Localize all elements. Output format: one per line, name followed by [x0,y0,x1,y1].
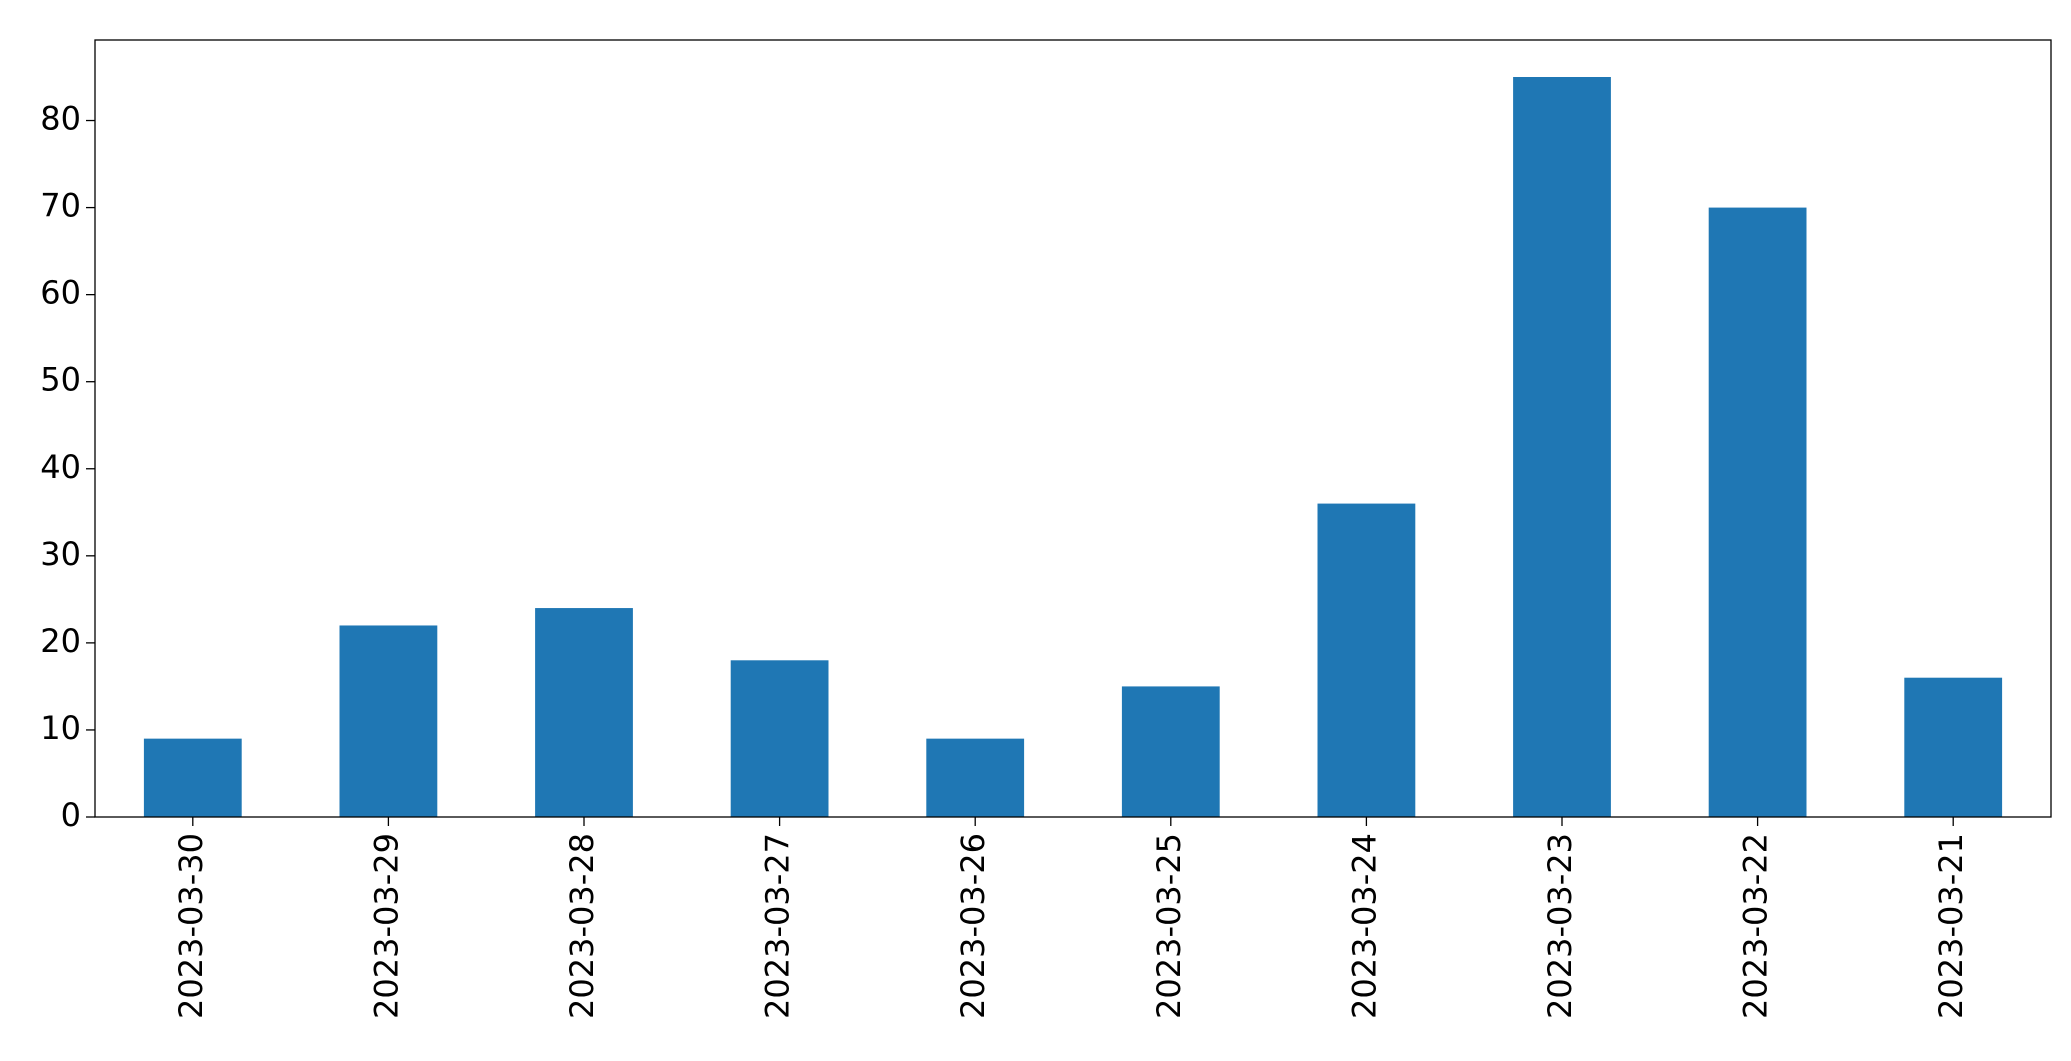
bar [1708,207,1807,817]
bar [1317,503,1416,817]
x-tick-label: 2023-03-26 [954,833,992,1019]
x-tick-label: 2023-03-22 [1737,833,1775,1019]
bar [1904,677,2003,817]
x-tick-label: 2023-03-30 [172,833,210,1019]
x-tick-label: 2023-03-28 [563,833,601,1019]
bar [730,660,829,817]
x-tick-label: 2023-03-27 [759,833,797,1019]
x-tick-label: 2023-03-21 [1932,833,1970,1019]
y-tick-label: 50 [40,361,81,399]
y-tick-label: 0 [61,796,81,834]
y-tick-label: 70 [40,187,81,225]
y-tick-label: 20 [40,622,81,660]
y-tick-label: 40 [40,448,81,486]
bar [143,738,242,817]
x-tick-label: 2023-03-25 [1150,833,1188,1019]
bar [535,608,633,817]
x-tick-label: 2023-03-23 [1541,833,1579,1019]
x-tick-label: 2023-03-24 [1345,833,1383,1019]
y-tick-label: 10 [40,709,81,747]
x-tick-label: 2023-03-29 [367,833,405,1019]
bar [926,738,1025,817]
bar [1121,686,1220,817]
y-tick-label: 80 [40,100,81,138]
bar [339,625,438,817]
plot-frame [94,39,2052,818]
bar [1513,77,1611,817]
y-tick-label: 30 [40,535,81,573]
y-tick-label: 60 [40,274,81,312]
